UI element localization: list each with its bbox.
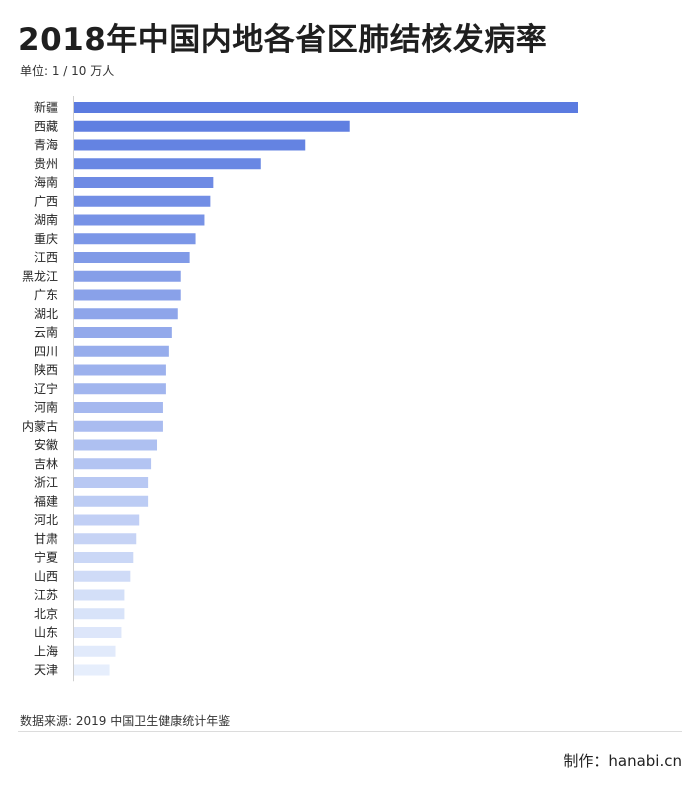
category-label: 福建 — [34, 493, 58, 508]
bar — [74, 252, 190, 263]
category-label: 广东 — [34, 288, 58, 302]
bar — [74, 439, 158, 451]
category-label: 吉林 — [34, 457, 58, 471]
category-label: 广西 — [34, 194, 58, 208]
bar — [74, 345, 169, 357]
bar — [74, 383, 166, 395]
category-label: 青海 — [34, 137, 58, 152]
category-label: 山西 — [34, 569, 58, 583]
category-label: 陕西 — [34, 362, 58, 377]
category-label: 江西 — [34, 251, 58, 265]
bar — [74, 664, 110, 676]
category-label: 宁夏 — [34, 550, 58, 565]
category-label: 安徽 — [34, 437, 58, 452]
category-label: 河南 — [34, 400, 58, 415]
category-label: 湖北 — [34, 306, 58, 321]
category-label: 浙江 — [34, 476, 58, 490]
bar — [74, 552, 134, 563]
bar — [74, 627, 122, 638]
credit-label: 制作：hanabi.cn — [563, 752, 682, 770]
bar — [74, 533, 137, 545]
source-note: 数据来源: 2019 中国卫生健康统计年鉴 — [20, 714, 231, 728]
bar — [74, 139, 306, 151]
bar — [74, 477, 149, 488]
category-label: 江苏 — [34, 588, 58, 602]
category-label: 贵州 — [34, 157, 58, 171]
bar — [74, 158, 261, 170]
bar — [74, 570, 131, 582]
category-label: 新疆 — [34, 100, 58, 115]
bar — [74, 102, 578, 113]
category-label: 甘肃 — [34, 532, 58, 546]
divider — [18, 731, 682, 732]
bar — [74, 514, 140, 526]
bar — [74, 589, 125, 601]
category-label: 山东 — [34, 626, 58, 640]
bar — [74, 327, 172, 338]
bar — [74, 270, 181, 282]
category-label: 海南 — [34, 175, 58, 190]
bar — [74, 195, 211, 207]
category-label: 云南 — [34, 325, 58, 340]
category-label: 四川 — [34, 344, 58, 358]
chart-title: 2018年中国内地各省区肺结核发病率 — [18, 22, 548, 58]
bar — [74, 214, 205, 226]
bar — [74, 364, 166, 376]
bar — [74, 645, 116, 657]
category-label: 河北 — [34, 513, 58, 527]
category-label: 重庆 — [34, 232, 58, 246]
bar — [74, 402, 163, 413]
bar — [74, 120, 350, 132]
bar — [74, 458, 152, 470]
bar — [74, 420, 163, 432]
category-label: 黑龙江 — [22, 269, 58, 283]
category-label: 天津 — [34, 663, 58, 677]
category-label: 北京 — [34, 607, 58, 621]
bar — [74, 177, 214, 188]
category-label: 内蒙古 — [22, 418, 58, 433]
bar — [74, 308, 178, 320]
category-label: 西藏 — [34, 119, 58, 133]
bar — [74, 233, 196, 245]
bar-chart: 新疆西藏青海贵州海南广西湖南重庆江西黑龙江广东湖北云南四川陕西辽宁河南内蒙古安徽… — [22, 96, 578, 682]
category-label: 上海 — [34, 643, 58, 658]
bar — [74, 289, 181, 301]
category-label: 辽宁 — [34, 381, 58, 396]
bar — [74, 608, 125, 620]
category-label: 湖南 — [34, 212, 58, 227]
unit-label: 单位: 1 / 10 万人 — [20, 64, 115, 78]
bar — [74, 495, 149, 507]
